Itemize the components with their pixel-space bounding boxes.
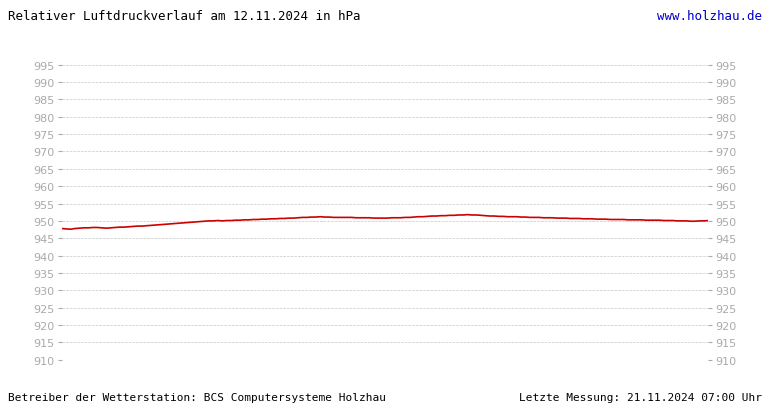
Text: Betreiber der Wetterstation: BCS Computersysteme Holzhau: Betreiber der Wetterstation: BCS Compute…	[8, 392, 386, 402]
Text: Letzte Messung: 21.11.2024 07:00 Uhr: Letzte Messung: 21.11.2024 07:00 Uhr	[519, 392, 762, 402]
Text: Relativer Luftdruckverlauf am 12.11.2024 in hPa: Relativer Luftdruckverlauf am 12.11.2024…	[8, 10, 360, 23]
Text: www.holzhau.de: www.holzhau.de	[658, 10, 762, 23]
